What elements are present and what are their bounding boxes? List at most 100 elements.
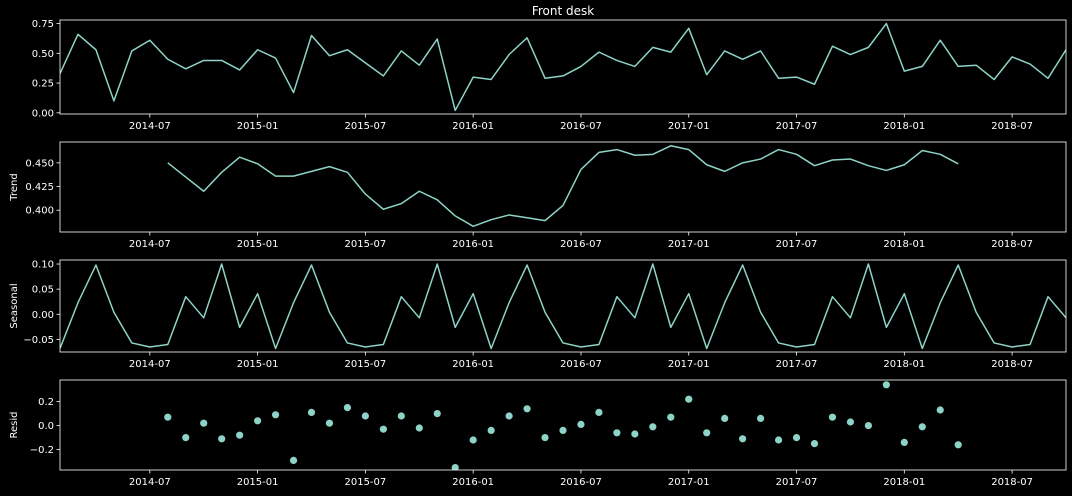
resid-point: [361, 412, 369, 420]
resid-point: [757, 414, 765, 422]
x-tick-label: 2015-07: [344, 121, 386, 132]
data-series: [164, 381, 962, 470]
y-tick-label: 0.2: [38, 397, 54, 408]
resid-point: [218, 435, 226, 443]
y-axis-label: Seasonal: [9, 283, 20, 328]
resid-point: [631, 430, 639, 438]
x-tick-label: 2015-01: [237, 121, 279, 132]
panel-3: −0.05 0.00 0.05 0.10 2014-07 2015-01 2015-07 20…: [9, 259, 1067, 370]
resid-point: [505, 412, 513, 420]
resid-point: [936, 406, 944, 414]
resid-point: [595, 408, 603, 416]
panel-1: 0.00 0.25 0.50 0.75 2014-07 2015-01 2015-07 201…: [32, 4, 1067, 132]
x-tick-label: 2016-07: [560, 477, 602, 488]
y-tick-label: 0.400: [25, 206, 54, 217]
x-tick-label: 2017-01: [668, 121, 710, 132]
resid-point: [289, 456, 298, 464]
x-tick-label: 2018-07: [991, 239, 1033, 250]
x-tick-label: 2015-01: [237, 359, 279, 370]
axes-frame: [59, 379, 1067, 471]
resid-point: [828, 413, 837, 421]
x-tick-label: 2018-01: [883, 359, 925, 370]
resid-point: [918, 423, 926, 431]
resid-point: [613, 429, 621, 437]
y-tick-label: 0.50: [32, 49, 54, 60]
resid-point: [200, 419, 208, 427]
resid-point: [792, 434, 801, 442]
data-series: [167, 145, 959, 228]
resid-point: [271, 411, 280, 419]
resid-point: [882, 381, 890, 389]
y-tick-label: 0.10: [32, 260, 54, 271]
axes-frame: [59, 259, 1067, 353]
resid-point: [415, 424, 423, 432]
x-tick-label: 2018-07: [991, 477, 1033, 488]
resid-point: [182, 434, 190, 442]
x-tick-label: 2017-07: [776, 239, 818, 250]
chart-title: Front desk: [532, 4, 594, 18]
resid-point: [577, 420, 585, 428]
y-tick-label: 0.425: [25, 182, 54, 193]
axes-frame: [59, 141, 1067, 233]
resid-point: [254, 417, 262, 425]
resid-point: [523, 405, 531, 413]
resid-point: [236, 431, 244, 439]
x-tick-label: 2018-01: [883, 477, 925, 488]
axes-frame: [59, 19, 1067, 115]
x-tick-label: 2017-01: [668, 477, 710, 488]
resid-point: [379, 425, 387, 433]
x-tick-label: 2014-07: [129, 477, 171, 488]
resid-point: [810, 440, 819, 448]
y-tick-label: 0.05: [32, 285, 54, 296]
resid-point: [739, 435, 747, 443]
resid-point: [433, 410, 441, 418]
resid-point: [864, 422, 872, 430]
x-tick-label: 2016-01: [452, 121, 494, 132]
x-tick-label: 2015-07: [344, 239, 386, 250]
resid-point: [343, 404, 352, 412]
y-tick-label: 0.00: [32, 310, 54, 321]
resid-point: [667, 413, 675, 421]
y-tick-label: 0.25: [32, 79, 54, 90]
y-axis-label: Trend: [9, 173, 20, 201]
x-tick-label: 2016-07: [560, 121, 602, 132]
resid-point: [954, 441, 962, 449]
x-tick-label: 2014-07: [129, 359, 171, 370]
x-tick-label: 2016-01: [452, 359, 494, 370]
resid-point: [900, 438, 908, 446]
y-tick-label: 0.0: [38, 421, 54, 432]
resid-point: [487, 426, 495, 434]
resid-point: [721, 414, 729, 422]
resid-point: [307, 408, 316, 416]
resid-point: [649, 423, 657, 431]
y-tick-label: 0.450: [25, 158, 54, 169]
x-tick-label: 2017-01: [668, 359, 710, 370]
panel-2: 0.400 0.425 0.450 2014-07 2015-01 2015-07 2016…: [9, 141, 1067, 250]
x-tick-label: 2016-01: [452, 477, 494, 488]
data-series: [60, 22, 1066, 112]
x-tick-label: 2015-07: [344, 477, 386, 488]
resid-point: [451, 464, 459, 470]
resid-point: [559, 426, 567, 434]
series-line: [167, 145, 959, 228]
resid-point: [541, 434, 549, 442]
x-tick-label: 2018-01: [883, 239, 925, 250]
resid-point: [469, 436, 477, 444]
resid-point: [703, 429, 711, 437]
x-tick-label: 2017-07: [776, 121, 818, 132]
y-tick-label: 0.00: [32, 108, 54, 119]
x-tick-label: 2014-07: [129, 121, 171, 132]
panel-4: −0.2 0.0 0.2 2014-07 2015-01 2015-07 2016-01 20…: [9, 379, 1067, 488]
y-tick-label: −0.2: [30, 445, 54, 456]
series-line: [60, 22, 1066, 112]
y-axis-label: Resid: [9, 412, 20, 439]
y-tick-label: −0.05: [23, 335, 54, 346]
resid-point: [685, 395, 693, 403]
x-tick-label: 2017-07: [776, 477, 818, 488]
resid-point: [774, 436, 783, 444]
x-tick-label: 2018-01: [883, 121, 925, 132]
resid-point: [164, 413, 172, 421]
x-tick-label: 2014-07: [129, 239, 171, 250]
